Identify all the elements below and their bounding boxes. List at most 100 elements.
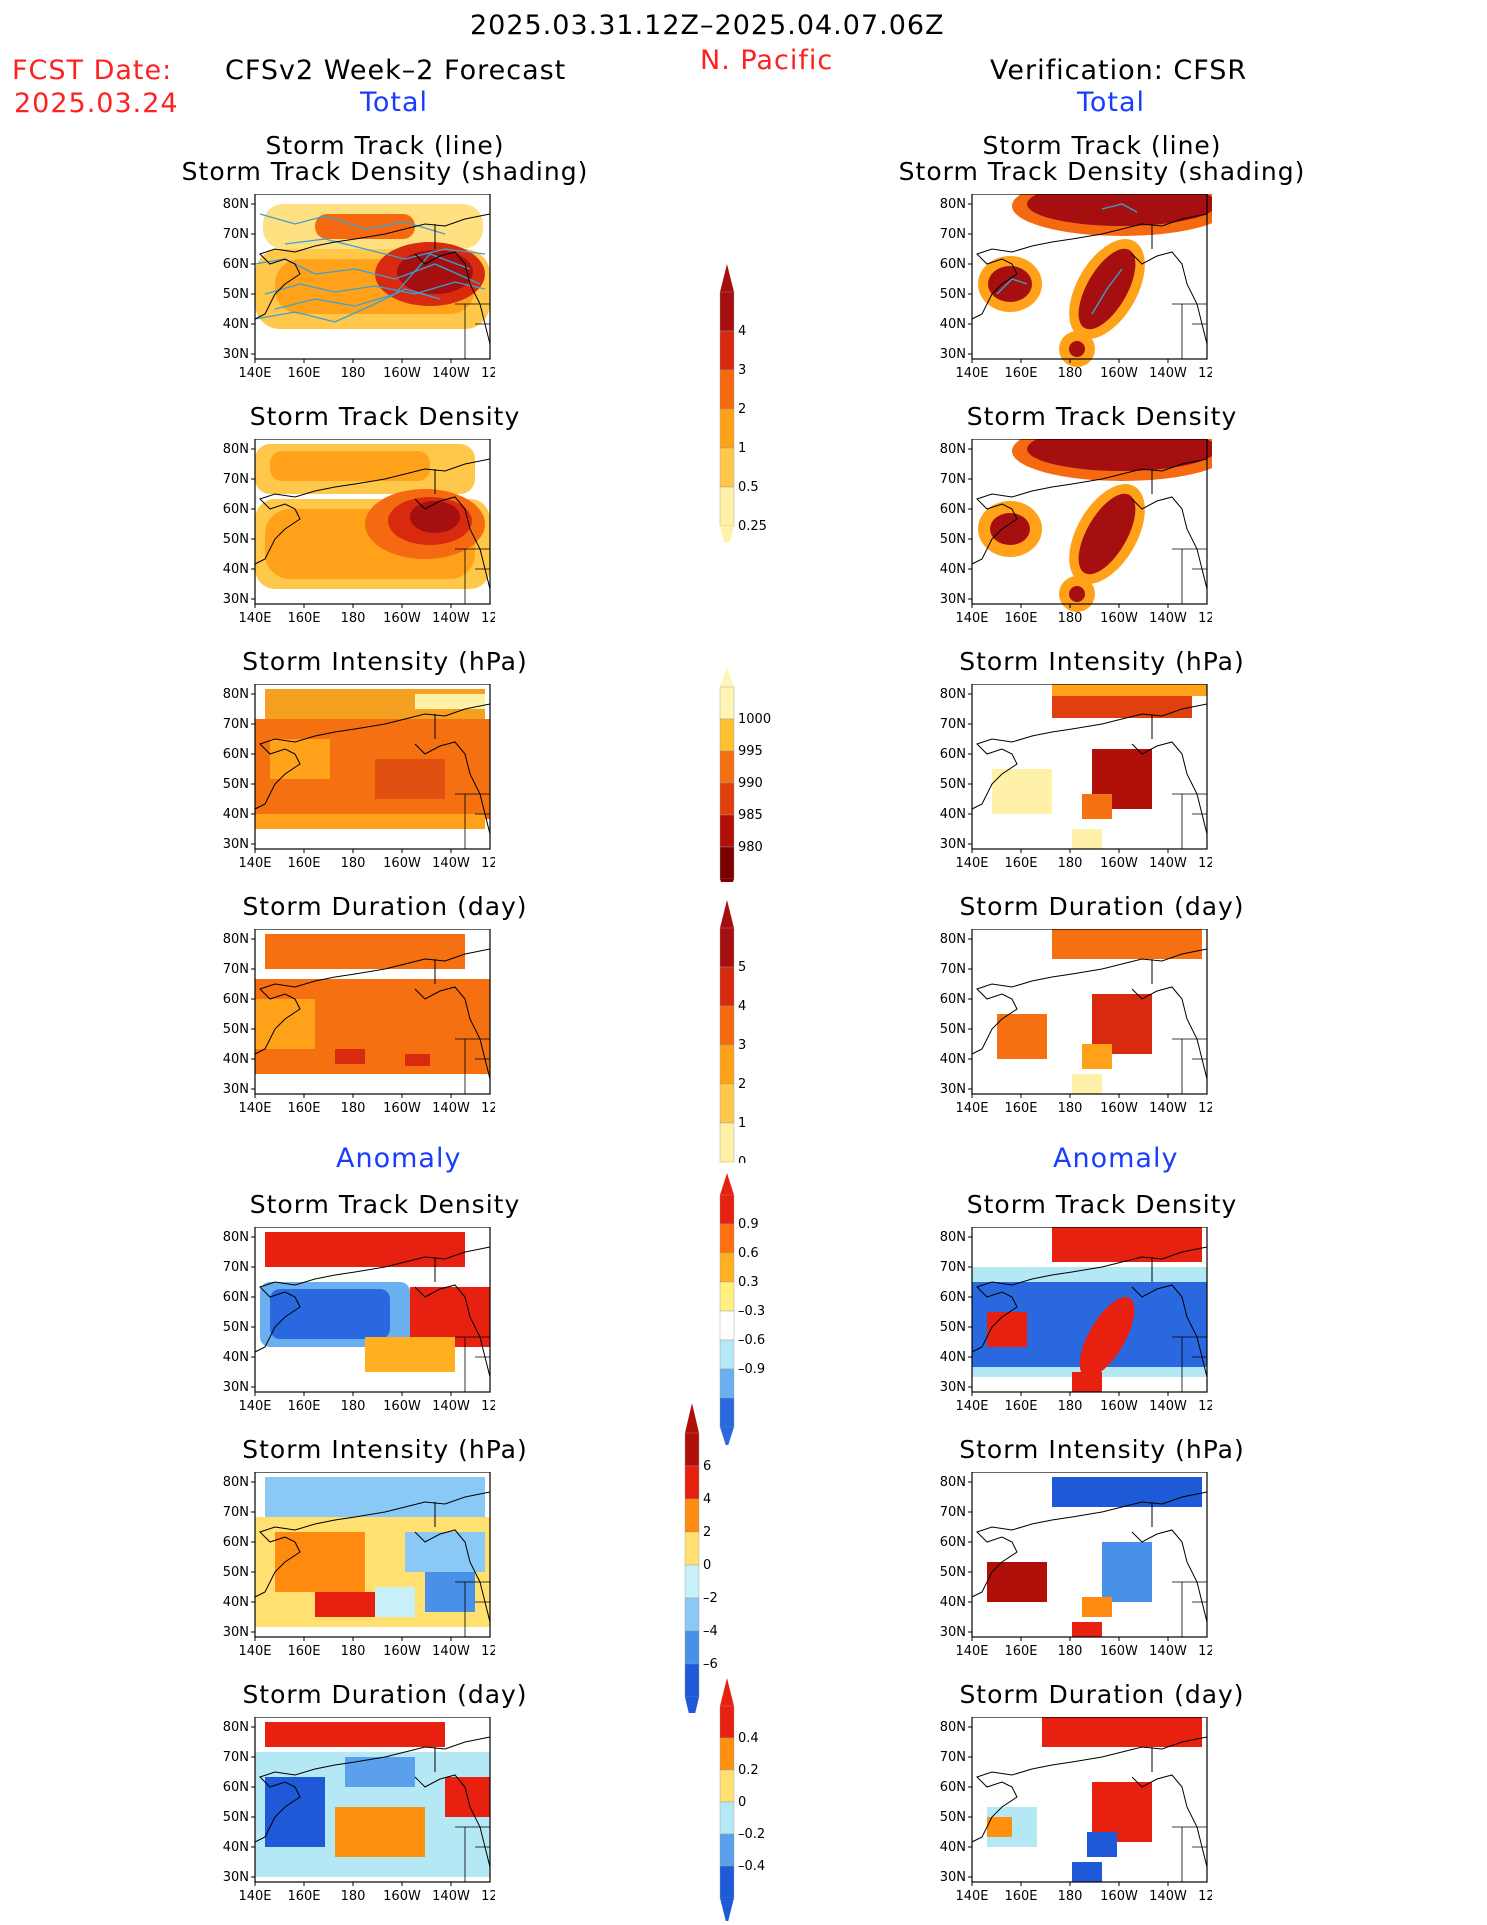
border-line <box>455 303 490 359</box>
lat-tick-label: 80N <box>223 1720 249 1735</box>
left-panel-duration-anomaly: 80N 70N 60N 50N 40N 30N 140E 160E 180 160W 140W 120… <box>195 1716 519 1921</box>
coastline <box>1131 496 1208 590</box>
colorbar-end-triangle <box>685 1403 699 1433</box>
colorbar-tick-label: 0.5 <box>738 480 759 495</box>
lon-tick-label: 140W <box>1149 1101 1187 1116</box>
lon-tick-label: 160W <box>383 1644 421 1659</box>
lon-tick-label: 160W <box>383 611 421 626</box>
colorbar-tick-label: 0 <box>738 1155 746 1163</box>
coastline <box>254 458 491 565</box>
lon-tick-label: 140W <box>1149 1399 1187 1414</box>
lat-tick-label: 80N <box>223 1475 249 1490</box>
lat-tick-label: 30N <box>940 837 966 852</box>
lon-tick-label: 180 <box>341 1889 366 1904</box>
lon-tick-label: 180 <box>1058 1644 1083 1659</box>
lon-tick-label: 120W <box>1198 1644 1212 1659</box>
left-p7-title: Storm Duration (day) <box>242 1680 528 1709</box>
plot-frame <box>254 193 491 360</box>
lon-tick-label: 160E <box>1004 1889 1037 1904</box>
lon-tick-label: 160W <box>383 1399 421 1414</box>
coastline <box>971 703 1208 810</box>
lat-tick-label: 80N <box>940 442 966 457</box>
lat-tick-label: 40N <box>940 1052 966 1067</box>
lon-tick-label: 160E <box>287 611 320 626</box>
lon-tick-label: 140E <box>238 366 271 381</box>
lat-tick-label: 60N <box>223 1780 249 1795</box>
colorbar-segment <box>719 1310 735 1341</box>
coastline <box>1131 1774 1208 1868</box>
colorbar-segment <box>719 369 735 410</box>
colorbar-tick-label: 0.3 <box>738 1275 759 1290</box>
right-p3-title: Storm Intensity (hPa) <box>959 647 1245 676</box>
colorbar-tick-label: 6 <box>703 1459 711 1474</box>
lat-tick-label: 30N <box>223 347 249 362</box>
lon-tick-label: 120W <box>1198 1889 1212 1904</box>
lon-tick-label: 160W <box>1100 1101 1138 1116</box>
plot-frame <box>254 683 491 850</box>
lon-tick-label: 180 <box>1058 856 1083 871</box>
lat-tick-label: 30N <box>940 1870 966 1885</box>
colorbar-tick-label: 2 <box>703 1525 711 1540</box>
lon-tick-label: 140E <box>238 1889 271 1904</box>
coastline <box>1131 251 1208 345</box>
lat-tick-label: 80N <box>223 442 249 457</box>
lat-tick-label: 50N <box>940 777 966 792</box>
lat-tick-label: 50N <box>223 532 249 547</box>
colorbar-tick-label: 985 <box>738 808 763 823</box>
lon-tick-label: 180 <box>341 366 366 381</box>
coastline <box>1131 1284 1208 1378</box>
border-line <box>1172 1336 1207 1392</box>
plot-frame <box>254 1471 491 1638</box>
colorbar-segment <box>719 1223 735 1254</box>
lon-tick-label: 140E <box>238 856 271 871</box>
colorbar-segment <box>719 1769 735 1803</box>
colorbar-tick-label: 0.4 <box>738 1731 759 1746</box>
lon-tick-label: 180 <box>341 1101 366 1116</box>
lat-tick-label: 80N <box>223 687 249 702</box>
colorbar-segment <box>719 1281 735 1312</box>
lon-tick-label: 140W <box>432 1101 470 1116</box>
left-panel-duration: 80N 70N 60N 50N 40N 30N 140E 160E 180 160W 140W 120… <box>195 928 519 1133</box>
right-p5-title: Storm Track Density <box>966 1190 1238 1219</box>
colorbar-segment <box>719 1083 735 1124</box>
colorbar-end-triangle <box>720 1162 734 1190</box>
colorbar-end-triangle <box>720 264 734 292</box>
colorbar-tick-label: –0.9 <box>738 1362 765 1377</box>
colorbar-tick-label: –2 <box>703 1591 718 1606</box>
left-p5-title: Storm Track Density <box>249 1190 521 1219</box>
lon-tick-label: 180 <box>1058 1889 1083 1904</box>
lat-tick-label: 80N <box>223 197 249 212</box>
colorbar-end-triangle <box>720 879 734 899</box>
colorbar-segment <box>719 1044 735 1085</box>
lon-tick-label: 120W <box>1198 366 1212 381</box>
lon-tick-label: 140E <box>955 611 988 626</box>
lon-tick-label: 160W <box>383 1101 421 1116</box>
lon-tick-label: 160W <box>1100 611 1138 626</box>
lon-tick-label: 160E <box>1004 1101 1037 1116</box>
lat-tick-label: 70N <box>940 1505 966 1520</box>
lon-tick-label: 140E <box>238 1101 271 1116</box>
colorbar-tick-label: 0 <box>738 1795 746 1810</box>
colorbar-duration-anom: 0.4 0.2 0 –0.2 –0.4 <box>715 1671 795 1925</box>
right-panel-track-line-density: 80N 70N 60N 50N 40N 30N 140E 160E 180 160W 140W 120… <box>912 176 1236 398</box>
lat-tick-label: 40N <box>940 562 966 577</box>
lon-tick-label: 180 <box>1058 611 1083 626</box>
coastline <box>971 1736 1208 1843</box>
lat-tick-label: 40N <box>940 1840 966 1855</box>
colorbar-segment <box>719 1005 735 1046</box>
colorbar-tick-label: –4 <box>703 1624 718 1639</box>
colorbar-end-triangle <box>720 1173 734 1195</box>
lon-tick-label: 140E <box>955 366 988 381</box>
fcst-date-label: FCST Date: <box>12 55 173 86</box>
period-title: 2025.03.31.12Z–2025.04.07.06Z <box>470 10 945 41</box>
lat-tick-label: 30N <box>223 1082 249 1097</box>
lat-tick-label: 30N <box>223 837 249 852</box>
border-line <box>1172 1826 1207 1882</box>
lat-tick-label: 40N <box>223 1350 249 1365</box>
border-line <box>1172 1038 1207 1094</box>
lat-tick-label: 30N <box>940 1082 966 1097</box>
colorbar-end-triangle <box>685 1697 699 1727</box>
lon-tick-label: 180 <box>341 611 366 626</box>
left-p1-title-1: Storm Track (line) <box>265 131 505 160</box>
plot-frame <box>971 1226 1208 1393</box>
